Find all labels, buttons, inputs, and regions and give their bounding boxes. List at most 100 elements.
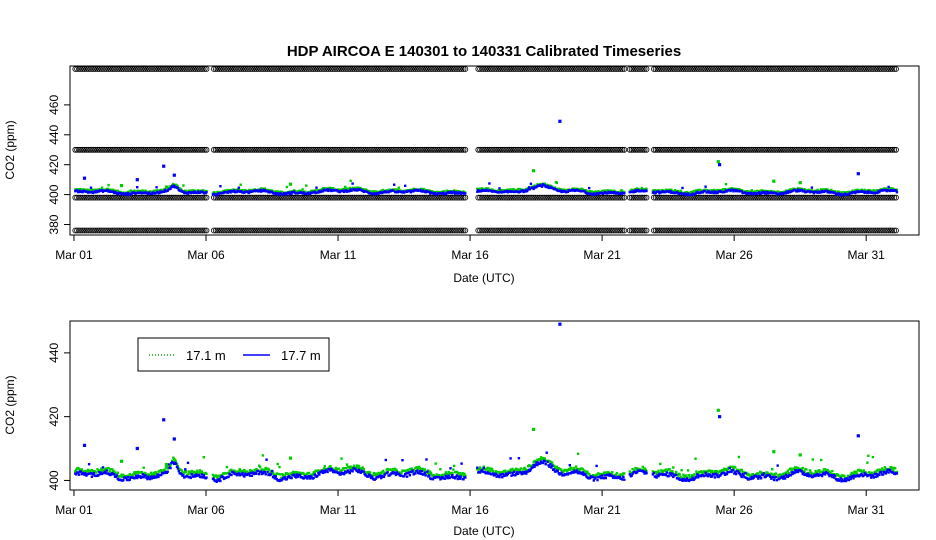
data-point <box>298 471 302 475</box>
data-point <box>631 472 634 476</box>
calibration-point <box>242 194 249 201</box>
calibration-point <box>710 227 716 234</box>
calibration-point <box>212 227 219 234</box>
calibration-point <box>517 146 524 153</box>
calibration-point <box>545 146 552 153</box>
data-point <box>316 474 319 478</box>
data-point <box>247 472 251 475</box>
calibration-point <box>107 194 114 201</box>
data-point <box>293 190 296 193</box>
data-point <box>393 183 396 186</box>
calibration-point <box>821 146 827 153</box>
calibration-point <box>558 194 565 201</box>
calibration-point <box>578 194 585 201</box>
data-point <box>479 190 483 193</box>
calibration-point <box>809 146 816 153</box>
data-point <box>758 191 761 194</box>
calibration-point <box>676 146 683 153</box>
calibration-point <box>438 194 445 201</box>
data-point <box>637 188 640 192</box>
data-point <box>661 470 665 474</box>
data-point <box>774 472 778 475</box>
data-point <box>337 467 340 470</box>
calibration-point <box>843 146 849 153</box>
calibration-point <box>504 146 511 153</box>
data-point <box>669 189 672 193</box>
data-point <box>255 472 258 475</box>
data-point <box>258 188 262 192</box>
calibration-point <box>719 194 726 201</box>
calibration-point <box>412 194 419 201</box>
data-point <box>329 188 332 191</box>
calibration-point <box>384 194 391 201</box>
calibration-point <box>595 227 602 234</box>
data-point <box>656 471 659 474</box>
data-point <box>91 469 94 473</box>
calibration-point <box>316 146 323 153</box>
calibration-point <box>658 227 665 234</box>
data-point <box>282 193 285 196</box>
calibration-point <box>83 227 90 234</box>
calibration-point <box>149 194 156 201</box>
spike-point <box>716 160 720 164</box>
calibration-point <box>122 146 129 153</box>
calibration-point <box>845 146 851 153</box>
data-point <box>240 473 243 476</box>
calibration-point <box>316 227 323 234</box>
calibration-point <box>342 146 349 153</box>
calibration-point <box>599 227 605 234</box>
data-point <box>588 476 592 480</box>
calibration-point <box>418 146 424 153</box>
data-point <box>109 468 112 471</box>
data-point <box>498 475 501 479</box>
calibration-point <box>802 194 809 201</box>
calibration-point <box>760 227 766 234</box>
calibration-point <box>639 146 646 153</box>
calibration-point <box>340 146 347 153</box>
calibration-point <box>77 227 84 234</box>
calibration-point <box>512 146 519 153</box>
data-point <box>346 469 350 472</box>
calibration-point <box>869 194 875 201</box>
calibration-point <box>270 146 277 153</box>
calibration-point <box>113 227 119 234</box>
data-point <box>831 469 834 473</box>
calibration-point <box>634 194 641 201</box>
calibration-point <box>427 146 434 153</box>
data-point <box>351 182 354 185</box>
data-point <box>704 185 707 188</box>
calibration-point <box>671 227 678 234</box>
data-point <box>199 475 203 479</box>
calibration-point <box>654 227 661 234</box>
calibration-point <box>260 194 267 201</box>
calibration-point <box>125 227 132 234</box>
data-point <box>401 459 404 462</box>
calibration-point <box>584 227 591 234</box>
data-point <box>119 475 122 478</box>
calibration-point <box>166 227 173 234</box>
spike-point <box>119 184 124 188</box>
data-point <box>403 474 406 478</box>
data-point <box>329 465 332 468</box>
calibration-point <box>628 227 635 234</box>
data-point <box>374 477 377 480</box>
calibration-point <box>201 194 208 201</box>
data-point <box>604 476 607 480</box>
calibration-point <box>416 146 423 153</box>
data-point <box>288 192 291 196</box>
data-point <box>710 469 714 473</box>
calibration-point <box>547 227 554 234</box>
data-point <box>87 463 91 466</box>
data-point <box>285 185 289 189</box>
calibration-point <box>249 194 256 201</box>
calibration-point <box>222 146 228 153</box>
data-point <box>872 189 875 192</box>
data-point <box>158 191 161 195</box>
calibration-point <box>388 194 395 201</box>
calibration-point <box>113 194 119 201</box>
data-point <box>343 472 346 476</box>
calibration-point <box>288 194 295 201</box>
calibration-point <box>671 146 678 153</box>
data-point <box>433 191 436 195</box>
calibration-point <box>379 194 386 201</box>
